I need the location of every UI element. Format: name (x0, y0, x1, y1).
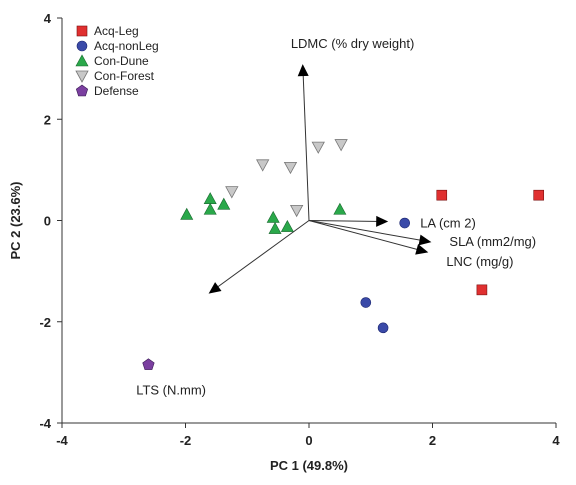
axes: -4 -2 0 2 4 -4 -2 0 2 4 (39, 11, 560, 448)
vector-arrowhead (297, 64, 309, 77)
vector-line (308, 220, 430, 243)
x-tick-label: 0 (305, 433, 312, 448)
data-point-con-forest (311, 141, 325, 154)
data-point-defense (142, 358, 155, 370)
vector-arrowhead (208, 282, 222, 294)
data-points (142, 139, 545, 370)
legend-label: Con-Forest (94, 69, 155, 83)
data-point-con-dune (180, 207, 194, 220)
data-point-con-dune (203, 192, 217, 205)
legend-marker (76, 25, 88, 37)
legend-label: Con-Dune (94, 54, 149, 68)
data-point-con-forest (334, 139, 348, 152)
y-tick-label: 0 (44, 214, 51, 229)
data-point-con-dune (266, 210, 280, 223)
legend-label: Acq-Leg (94, 24, 139, 38)
legend: Acq-LegAcq-nonLegCon-DuneCon-ForestDefen… (75, 24, 159, 98)
data-point-con-dune (203, 202, 217, 215)
x-tick-label: -2 (180, 433, 192, 448)
x-tick-label: -4 (56, 433, 68, 448)
data-point-acq-leg (533, 189, 545, 201)
legend-label: Acq-nonLeg (94, 39, 159, 53)
data-point-con-forest (289, 204, 304, 218)
data-point-acq-leg (476, 284, 488, 296)
data-point-con-forest (283, 161, 298, 175)
data-point-con-dune (280, 219, 294, 232)
y-tick-label: 2 (44, 112, 51, 127)
data-point-acq-nonleg (399, 217, 411, 229)
vector-label: LNC (mg/g) (446, 254, 513, 269)
vector-arrowhead (376, 215, 389, 227)
legend-marker (76, 40, 88, 52)
vector-line (302, 66, 310, 221)
vector-line (209, 220, 310, 293)
vector-label: LA (cm 2) (420, 216, 476, 231)
data-point-con-dune (217, 197, 231, 210)
data-point-acq-nonleg (360, 297, 372, 308)
vector-arrowhead (418, 234, 432, 246)
y-tick-label: 4 (44, 11, 52, 26)
y-tick-label: -2 (39, 315, 51, 330)
y-tick-label: -4 (39, 416, 51, 431)
data-point-con-forest (225, 186, 239, 199)
data-point-acq-nonleg (377, 322, 389, 334)
loading-vectors: LDMC (% dry weight) LA (cm 2) SLA (mm2/mg)… (136, 36, 536, 397)
vector-label: LDMC (% dry weight) (291, 36, 415, 51)
legend-label: Defense (94, 84, 139, 98)
vector-label: LTS (N.mm) (136, 382, 206, 397)
vector-label: SLA (mm2/mg) (449, 234, 536, 249)
y-axis-title: PC 2 (23.6%) (8, 181, 23, 259)
legend-marker (75, 70, 89, 83)
x-tick-label: 2 (429, 433, 436, 448)
vector-line (308, 220, 427, 253)
vector-line (308, 220, 387, 223)
data-point-con-dune (333, 202, 347, 215)
x-tick-label: 4 (552, 433, 560, 448)
legend-marker (75, 54, 89, 67)
legend-marker (75, 84, 89, 97)
data-point-con-dune (268, 221, 282, 234)
data-point-acq-leg (436, 189, 448, 201)
x-axis-title: PC 1 (49.8%) (270, 458, 348, 473)
vector-arrowhead (415, 244, 429, 255)
data-point-con-forest (256, 159, 270, 172)
